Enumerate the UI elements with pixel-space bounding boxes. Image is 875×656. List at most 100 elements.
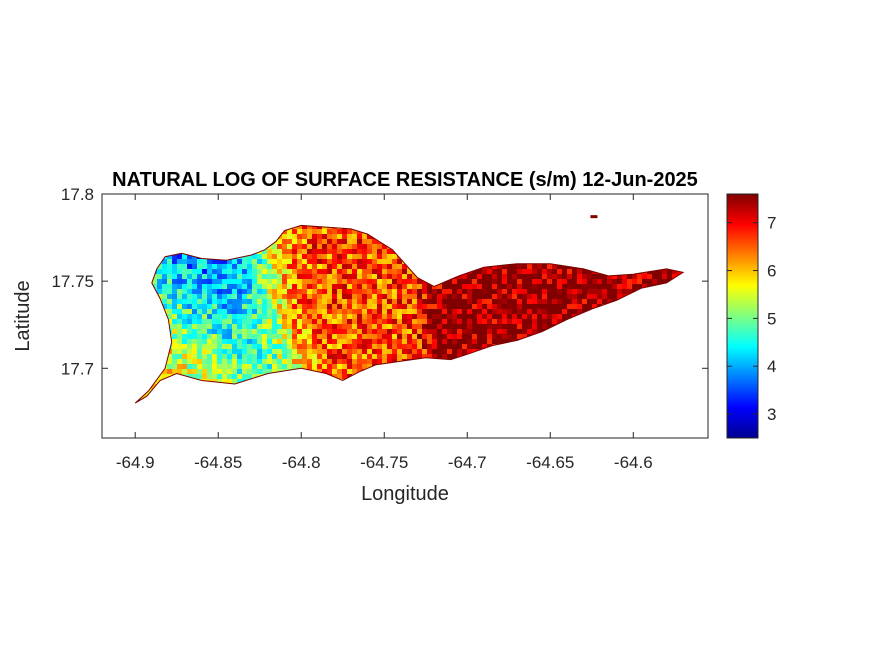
heatmap-cell-1917 bbox=[372, 249, 377, 254]
heatmap-cell-827 bbox=[232, 259, 237, 264]
heatmap-cell-3333 bbox=[552, 309, 557, 314]
heatmap-cell-2015 bbox=[382, 349, 387, 354]
heatmap-cell-1861 bbox=[362, 359, 367, 364]
heatmap-cell-459 bbox=[182, 369, 187, 374]
heatmap-cell-2593 bbox=[457, 314, 462, 319]
heatmap-cell-1028 bbox=[257, 289, 262, 294]
heatmap-cell-3758 bbox=[607, 289, 612, 294]
heatmap-cell-2239 bbox=[412, 299, 417, 304]
heatmap-cell-3482 bbox=[572, 274, 577, 279]
heatmap-cell-4262 bbox=[672, 274, 677, 279]
heatmap-cell-2402 bbox=[432, 334, 437, 339]
heatmap-cell-645 bbox=[207, 324, 212, 329]
heatmap-cell-906 bbox=[242, 264, 247, 269]
heatmap-cell-765 bbox=[222, 339, 227, 344]
heatmap-cell-2437 bbox=[437, 314, 442, 319]
heatmap-cell-3489 bbox=[572, 309, 577, 314]
heatmap-cell-1250 bbox=[287, 229, 292, 234]
heatmap-cell-1339 bbox=[297, 284, 302, 289]
heatmap-cell-949 bbox=[247, 284, 252, 289]
heatmap-cell-2513 bbox=[447, 304, 452, 309]
colorbar-tick-label: 4 bbox=[767, 357, 776, 376]
heatmap-cell-1721 bbox=[347, 244, 352, 249]
heatmap-cell-2743 bbox=[477, 284, 482, 289]
heatmap-cell-573 bbox=[197, 354, 202, 359]
heatmap-cell-2247 bbox=[412, 339, 417, 344]
offshore-cay bbox=[590, 215, 598, 219]
heatmap-cell-1195 bbox=[277, 344, 282, 349]
heatmap-cell-1691 bbox=[342, 289, 347, 294]
heatmap-cell-1150 bbox=[272, 314, 277, 319]
heatmap-cell-442 bbox=[182, 284, 187, 289]
heatmap-cell-3210 bbox=[537, 279, 542, 284]
heatmap-cell-1625 bbox=[332, 349, 337, 354]
heatmap-cell-2509 bbox=[447, 284, 452, 289]
heatmap-cell-2211 bbox=[407, 354, 412, 359]
heatmap-cell-1309 bbox=[292, 329, 297, 334]
heatmap-cell-1622 bbox=[332, 334, 337, 339]
heatmap-cell-2986 bbox=[507, 329, 512, 334]
heatmap-cell-477 bbox=[187, 264, 192, 269]
heatmap-cell-2819 bbox=[487, 274, 492, 279]
heatmap-cell-1916 bbox=[372, 244, 377, 249]
heatmap-cell-915 bbox=[242, 309, 247, 314]
heatmap-cell-325 bbox=[167, 284, 172, 289]
heatmap-cell-1256 bbox=[287, 259, 292, 264]
heatmap-cell-2038 bbox=[387, 269, 392, 274]
heatmap-cell-2823 bbox=[487, 294, 492, 299]
heatmap-cell-3605 bbox=[587, 304, 592, 309]
heatmap-cell-1836 bbox=[362, 234, 367, 239]
heatmap-cell-2520 bbox=[447, 339, 452, 344]
heatmap-cell-2518 bbox=[447, 329, 452, 334]
heatmap-cell-2900 bbox=[497, 289, 502, 294]
heatmap-cell-398 bbox=[177, 259, 182, 264]
heatmap-cell-2862 bbox=[492, 294, 497, 299]
heatmap-cell-2863 bbox=[492, 299, 497, 304]
heatmap-cell-1296 bbox=[292, 264, 297, 269]
heatmap-cell-3755 bbox=[607, 274, 612, 279]
heatmap-cell-2208 bbox=[407, 339, 412, 344]
heatmap-cell-488 bbox=[187, 319, 192, 324]
heatmap-cell-574 bbox=[197, 359, 202, 364]
heatmap-cell-3598 bbox=[587, 269, 592, 274]
heatmap-cell-2093 bbox=[392, 349, 397, 354]
heatmap-cell-1549 bbox=[322, 359, 327, 364]
heatmap-cell-532 bbox=[192, 344, 197, 349]
heatmap-cell-485 bbox=[187, 304, 192, 309]
heatmap-cell-4184 bbox=[662, 274, 667, 279]
heatmap-cell-3288 bbox=[547, 279, 552, 284]
heatmap-cell-598 bbox=[202, 284, 207, 289]
heatmap-cell-3559 bbox=[582, 269, 587, 274]
heatmap-cell-2517 bbox=[447, 324, 452, 329]
heatmap-cell-1105 bbox=[267, 284, 272, 289]
heatmap-cell-1718 bbox=[347, 229, 352, 234]
heatmap-cell-2591 bbox=[457, 304, 462, 309]
heatmap-cell-611 bbox=[202, 349, 207, 354]
heatmap-cell-1393 bbox=[302, 359, 307, 364]
heatmap-cell-1886 bbox=[367, 289, 372, 294]
heatmap-cell-558 bbox=[197, 279, 202, 284]
heatmap-cell-1376 bbox=[302, 274, 307, 279]
heatmap-cell-1277 bbox=[287, 364, 292, 369]
heatmap-cell-2559 bbox=[452, 339, 457, 344]
heatmap-cell-2482 bbox=[442, 344, 447, 349]
heatmap-cell-3567 bbox=[582, 309, 587, 314]
heatmap-cell-1538 bbox=[322, 304, 327, 309]
heatmap-cell-3253 bbox=[542, 299, 547, 304]
heatmap-cell-1375 bbox=[302, 269, 307, 274]
heatmap-cell-2941 bbox=[502, 299, 507, 304]
heatmap-cell-2234 bbox=[412, 274, 417, 279]
heatmap-cell-1766 bbox=[352, 274, 357, 279]
heatmap-cell-2431 bbox=[437, 284, 442, 289]
heatmap-cell-640 bbox=[207, 299, 212, 304]
heatmap-cell-2703 bbox=[472, 279, 477, 284]
heatmap-cell-1315 bbox=[292, 359, 297, 364]
heatmap-cell-367 bbox=[172, 299, 177, 304]
heatmap-cell-481 bbox=[187, 284, 192, 289]
heatmap-cell-3679 bbox=[597, 284, 602, 289]
heatmap-cell-1141 bbox=[272, 269, 277, 274]
heatmap-cell-2395 bbox=[432, 299, 437, 304]
heatmap-cell-3257 bbox=[542, 319, 547, 324]
heatmap-cell-3405 bbox=[562, 279, 567, 284]
heatmap-cell-1139 bbox=[272, 259, 277, 264]
